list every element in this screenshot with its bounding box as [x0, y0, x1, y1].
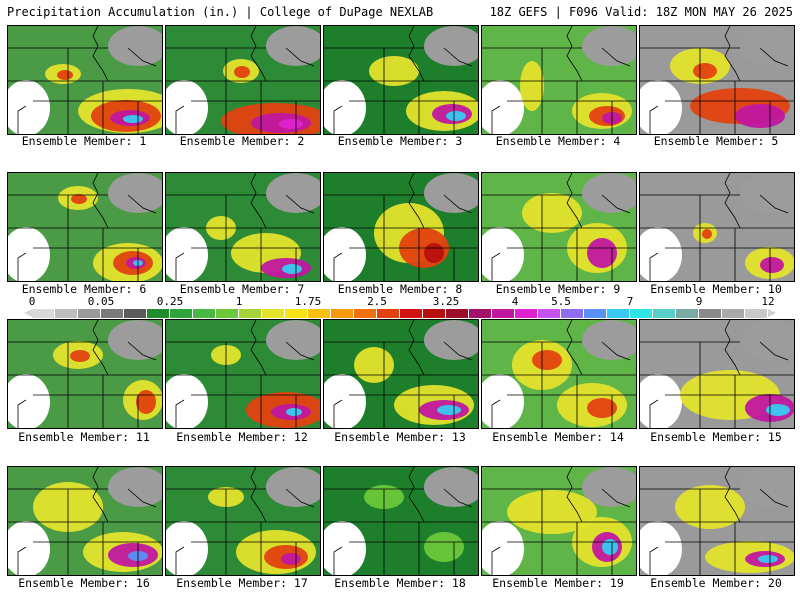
- ensemble-member-map-10: [639, 172, 795, 282]
- colorbar-cell: [124, 309, 147, 318]
- colorbar-arrow-right: [768, 309, 776, 317]
- colorbar-cell: [147, 309, 170, 318]
- ensemble-member-caption-5: Ensemble Member: 5: [653, 134, 779, 148]
- colorbar-cell: [561, 309, 584, 318]
- colorbar-cell: [492, 309, 515, 318]
- ensemble-member-caption-2: Ensemble Member: 2: [179, 134, 305, 148]
- colorbar-cell: [331, 309, 354, 318]
- colorbar-cell: [699, 309, 722, 318]
- colorbar-cell: [653, 309, 676, 318]
- ensemble-member-map-13: [323, 319, 479, 429]
- ensemble-member-map-12: [165, 319, 321, 429]
- colorbar-tick-label: 4: [511, 295, 519, 308]
- colorbar-cell: [584, 309, 607, 318]
- colorbar-scale: [32, 309, 768, 318]
- colorbar-tick-label: 1: [235, 295, 243, 308]
- colorbar-cell: [676, 309, 699, 318]
- colorbar-cell: [630, 309, 653, 318]
- colorbar-cell: [423, 309, 446, 318]
- colorbar-cell: [400, 309, 423, 318]
- colorbar-cell: [239, 309, 262, 318]
- colorbar-cell: [101, 309, 124, 318]
- colorbar-cell: [285, 309, 308, 318]
- ensemble-member-caption-3: Ensemble Member: 3: [337, 134, 463, 148]
- colorbar-tick-label: 12: [761, 295, 775, 308]
- colorbar-tick-label: 2.5: [367, 295, 387, 308]
- ensemble-member-caption-7: Ensemble Member: 7: [179, 282, 305, 296]
- colorbar-cell: [515, 309, 538, 318]
- colorbar-cell: [78, 309, 101, 318]
- colorbar-cell: [377, 309, 400, 318]
- ensemble-member-map-14: [481, 319, 637, 429]
- ensemble-member-map-7: [165, 172, 321, 282]
- ensemble-member-map-11: [7, 319, 163, 429]
- ensemble-member-map-6: [7, 172, 163, 282]
- colorbar-cell: [745, 309, 768, 318]
- colorbar-cell: [193, 309, 216, 318]
- precipitation-colorbar: 0 0.05 0.25 1 1.75 2.5 3.25 4 5.5 7 9 12: [12, 296, 788, 320]
- ensemble-member-caption-19: Ensemble Member: 19: [492, 576, 624, 590]
- colorbar-cell: [354, 309, 377, 318]
- colorbar-tick-label: 7: [626, 295, 634, 308]
- ensemble-member-map-18: [323, 466, 479, 576]
- ensemble-member-map-2: [165, 25, 321, 135]
- ensemble-member-caption-11: Ensemble Member: 11: [18, 430, 150, 444]
- ensemble-member-map-5: [639, 25, 795, 135]
- colorbar-tick-label: 0: [28, 295, 36, 308]
- ensemble-member-map-9: [481, 172, 637, 282]
- ensemble-member-caption-15: Ensemble Member: 15: [650, 430, 782, 444]
- ensemble-member-caption-12: Ensemble Member: 12: [176, 430, 308, 444]
- colorbar-tick-label: 0.05: [87, 295, 115, 308]
- ensemble-member-map-4: [481, 25, 637, 135]
- ensemble-member-caption-6: Ensemble Member: 6: [21, 282, 147, 296]
- colorbar-tick-label: 3.25: [432, 295, 460, 308]
- ensemble-member-map-1: [7, 25, 163, 135]
- ensemble-member-caption-20: Ensemble Member: 20: [650, 576, 782, 590]
- ensemble-member-caption-17: Ensemble Member: 17: [176, 576, 308, 590]
- ensemble-member-map-15: [639, 319, 795, 429]
- colorbar-cell: [262, 309, 285, 318]
- ensemble-member-caption-16: Ensemble Member: 16: [18, 576, 150, 590]
- colorbar-cell: [446, 309, 469, 318]
- map-title: Precipitation Accumulation (in.) | Colle…: [7, 5, 434, 19]
- colorbar-cell: [722, 309, 745, 318]
- colorbar-tick-label: 5.5: [551, 295, 571, 308]
- ensemble-member-map-20: [639, 466, 795, 576]
- colorbar-cell: [55, 309, 78, 318]
- ensemble-member-caption-1: Ensemble Member: 1: [21, 134, 147, 148]
- ensemble-member-caption-9: Ensemble Member: 9: [495, 282, 621, 296]
- ensemble-member-caption-18: Ensemble Member: 18: [334, 576, 466, 590]
- ensemble-member-map-19: [481, 466, 637, 576]
- ensemble-member-caption-10: Ensemble Member: 10: [650, 282, 782, 296]
- colorbar-cell: [607, 309, 630, 318]
- ensemble-member-map-3: [323, 25, 479, 135]
- colorbar-cell: [308, 309, 331, 318]
- ensemble-member-caption-8: Ensemble Member: 8: [337, 282, 463, 296]
- colorbar-arrow-left: [24, 309, 32, 317]
- colorbar-tick-label: 9: [695, 295, 703, 308]
- ensemble-member-map-17: [165, 466, 321, 576]
- ensemble-member-caption-14: Ensemble Member: 14: [492, 430, 624, 444]
- model-run-info: 18Z GEFS | F096 Valid: 18Z MON MAY 26 20…: [489, 5, 793, 19]
- colorbar-cell: [32, 309, 55, 318]
- ensemble-member-caption-4: Ensemble Member: 4: [495, 134, 621, 148]
- colorbar-cell: [170, 309, 193, 318]
- ensemble-member-caption-13: Ensemble Member: 13: [334, 430, 466, 444]
- colorbar-tick-label: 0.25: [156, 295, 184, 308]
- colorbar-cell: [538, 309, 561, 318]
- colorbar-cell: [469, 309, 492, 318]
- ensemble-member-map-8: [323, 172, 479, 282]
- colorbar-tick-label: 1.75: [294, 295, 322, 308]
- colorbar-cell: [216, 309, 239, 318]
- ensemble-member-map-16: [7, 466, 163, 576]
